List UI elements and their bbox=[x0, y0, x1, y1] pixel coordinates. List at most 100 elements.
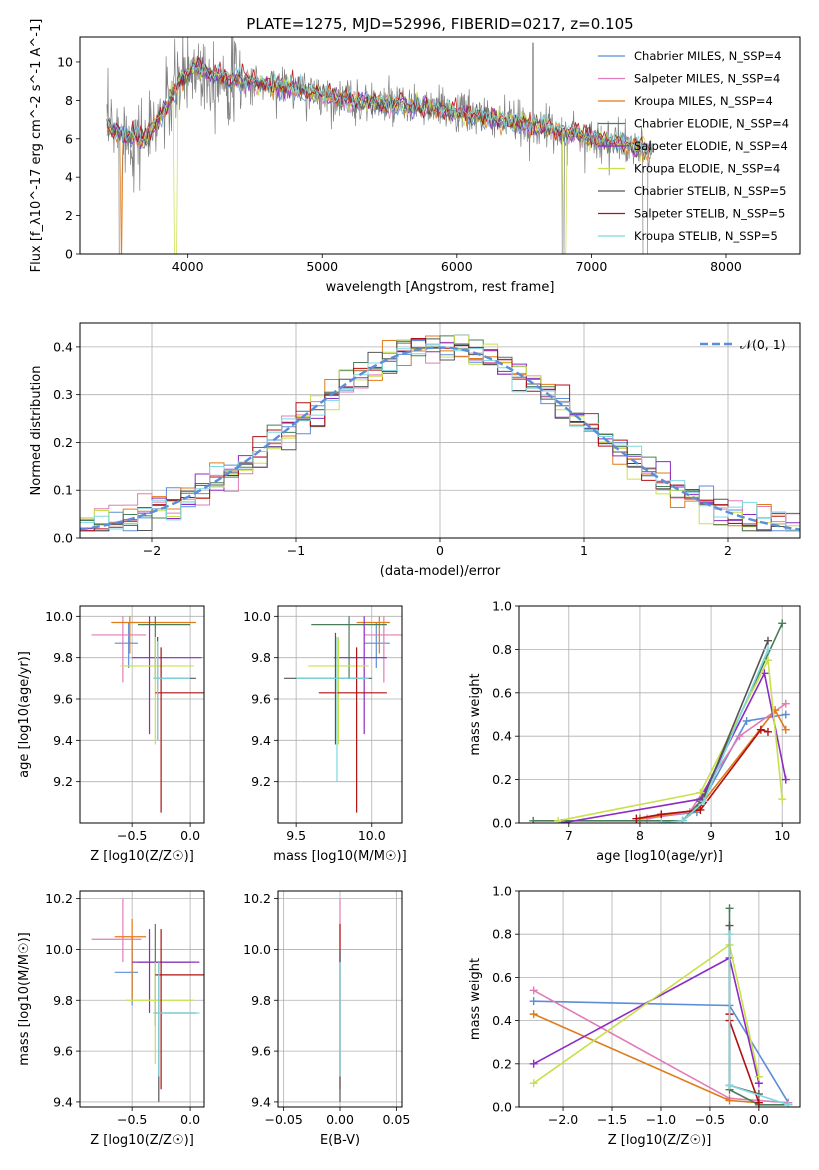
model-spectrum bbox=[106, 56, 652, 254]
data-point bbox=[763, 656, 772, 665]
x-axis-label: Z [log10(Z/Z☉)] bbox=[90, 1133, 194, 1148]
y-tick-label: 0.8 bbox=[492, 927, 512, 942]
x-tick-label: 1 bbox=[580, 543, 588, 558]
y-tick-label: 0.6 bbox=[492, 970, 512, 985]
x-tick-label: −0.05 bbox=[264, 1112, 302, 1127]
data-point bbox=[784, 1100, 793, 1107]
x-tick-label: 10 bbox=[774, 828, 790, 843]
x-tick-label: 7000 bbox=[575, 259, 607, 274]
data-point bbox=[754, 1098, 763, 1107]
legend-label: Kroupa ELODIE, N_SSP=4 bbox=[634, 162, 780, 176]
y-axis-label: mass weight bbox=[468, 673, 483, 755]
plot-area bbox=[519, 606, 800, 823]
figure-title: PLATE=1275, MJD=52996, FIBERID=0217, z=0… bbox=[246, 15, 633, 33]
y-tick-label: 0.6 bbox=[492, 685, 512, 700]
y-tick-label: 8 bbox=[65, 93, 73, 108]
x-tick-label: −2 bbox=[143, 543, 161, 558]
axes-mass-vs-Z: −0.5 0.0 9.4 9.6 9.8 10.0 10.2 Z [log10(Z/Z☉)] m… bbox=[17, 890, 205, 1148]
y-tick-label: 9.8 bbox=[53, 650, 73, 665]
y-tick-label: 0.0 bbox=[492, 816, 512, 831]
plot-area bbox=[80, 891, 204, 1107]
axes-age-vs-Z: −0.5 0.0 9.2 9.4 9.6 9.8 10.0 Z [log10(Z/Z☉)] ag… bbox=[17, 605, 205, 864]
legend-label: Salpeter MILES, N_SSP=4 bbox=[634, 72, 780, 86]
axes-frame bbox=[79, 890, 205, 1108]
x-tick-label: 0.05 bbox=[382, 1112, 410, 1127]
y-tick-label: 9.2 bbox=[53, 774, 73, 789]
data-point bbox=[529, 1059, 538, 1068]
data-point bbox=[678, 816, 687, 823]
data-point bbox=[725, 904, 734, 913]
legend-label: Salpeter STELIB, N_SSP=5 bbox=[634, 207, 785, 221]
y-tick-label: 0.2 bbox=[492, 772, 512, 787]
data-point bbox=[781, 775, 790, 784]
x-tick-label: 8 bbox=[636, 828, 644, 843]
axes-residuals: −2 −1 0 1 2 0.0 0.1 0.2 0.3 0.4 (data-model)/error… bbox=[29, 322, 801, 579]
legend-label: Chabrier STELIB, N_SSP=5 bbox=[634, 184, 786, 198]
data-point bbox=[778, 795, 787, 804]
x-axis-label: E(B-V) bbox=[320, 1133, 360, 1148]
axes-frame bbox=[79, 36, 801, 255]
x-axis-label: (data-model)/error bbox=[380, 564, 501, 579]
y-tick-label: 9.4 bbox=[251, 733, 271, 748]
x-tick-label: 7 bbox=[565, 828, 573, 843]
y-tick-label: 9.8 bbox=[251, 993, 271, 1008]
y-tick-label: 0.3 bbox=[53, 387, 73, 402]
plot-area bbox=[519, 891, 800, 1107]
x-tick-label: 0.00 bbox=[326, 1112, 354, 1127]
x-axis-label: Z [log10(Z/Z☉)] bbox=[608, 1133, 712, 1148]
x-tick-label: 9.5 bbox=[286, 828, 306, 843]
y-tick-label: 4 bbox=[65, 170, 73, 185]
axes-weight-vs-Z: −2.0 −1.5 −1.0 −0.5 0.0 0.0 0.2 0.4 0.6 0.8 1.0 Z [… bbox=[468, 884, 801, 1148]
y-tick-label: 9.6 bbox=[53, 692, 73, 707]
observed-spectrum bbox=[106, 37, 653, 254]
series-line bbox=[533, 623, 783, 822]
y-tick-label: 9.8 bbox=[53, 993, 73, 1008]
y-tick-label: 0 bbox=[65, 247, 73, 262]
axes-frame bbox=[518, 890, 801, 1108]
axes-frame bbox=[277, 890, 403, 1108]
axes-mass-vs-EBV: −0.05 0.00 0.05 9.4 9.6 9.8 10.0 10.2 E(B-V) bbox=[243, 890, 410, 1148]
data-point bbox=[781, 725, 790, 734]
axes-frame bbox=[79, 322, 801, 539]
model-spectrum bbox=[106, 60, 652, 154]
series-line bbox=[661, 649, 769, 823]
x-tick-label: 4000 bbox=[172, 259, 204, 274]
y-axis-label: mass [log10(M/M☉)] bbox=[17, 932, 32, 1065]
data-point bbox=[529, 816, 538, 823]
axes-weight-vs-age: 7 8 9 10 0.0 0.2 0.4 0.6 0.8 1.0 age [log10(age/yr… bbox=[468, 599, 801, 864]
y-tick-label: 10.0 bbox=[243, 942, 271, 957]
x-tick-label: −1.0 bbox=[646, 1112, 676, 1127]
series-line bbox=[561, 670, 787, 823]
x-axis-label: age [log10(age/yr)] bbox=[596, 849, 723, 864]
x-tick-label: −1.5 bbox=[597, 1112, 627, 1127]
plot-area bbox=[106, 37, 653, 254]
y-tick-label: 10.0 bbox=[45, 609, 73, 624]
y-axis-label: Flux [f_λ10^-17 erg cm^-2 s^-1 A^-1] bbox=[29, 19, 44, 273]
y-tick-label: 0.4 bbox=[492, 729, 512, 744]
y-tick-label: 9.4 bbox=[251, 1094, 271, 1109]
axes-frame bbox=[79, 605, 205, 824]
y-tick-label: 10.2 bbox=[45, 891, 73, 906]
y-tick-label: 9.6 bbox=[53, 1044, 73, 1059]
plot-area bbox=[80, 606, 204, 823]
x-tick-label: −2.0 bbox=[548, 1112, 578, 1127]
data-point bbox=[657, 810, 666, 819]
x-tick-label: −0.5 bbox=[117, 828, 147, 843]
y-tick-label: 0.2 bbox=[492, 1056, 512, 1071]
x-tick-label: 6000 bbox=[441, 259, 473, 274]
series-line bbox=[533, 943, 760, 1084]
y-tick-label: 0.4 bbox=[53, 339, 73, 354]
data-point bbox=[763, 727, 772, 736]
y-tick-label: 0.0 bbox=[492, 1100, 512, 1115]
axes-frame bbox=[277, 605, 403, 824]
y-tick-label: 9.4 bbox=[53, 1094, 73, 1109]
y-tick-label: 0.2 bbox=[53, 435, 73, 450]
data-point bbox=[735, 732, 744, 741]
y-tick-label: 0.1 bbox=[53, 483, 73, 498]
y-axis-label: Normed distribution bbox=[29, 366, 44, 496]
model-spectrum bbox=[106, 56, 652, 159]
x-axis-label: mass [log10(M/M☉)] bbox=[273, 849, 406, 864]
data-point bbox=[529, 986, 538, 995]
data-point bbox=[632, 814, 641, 823]
